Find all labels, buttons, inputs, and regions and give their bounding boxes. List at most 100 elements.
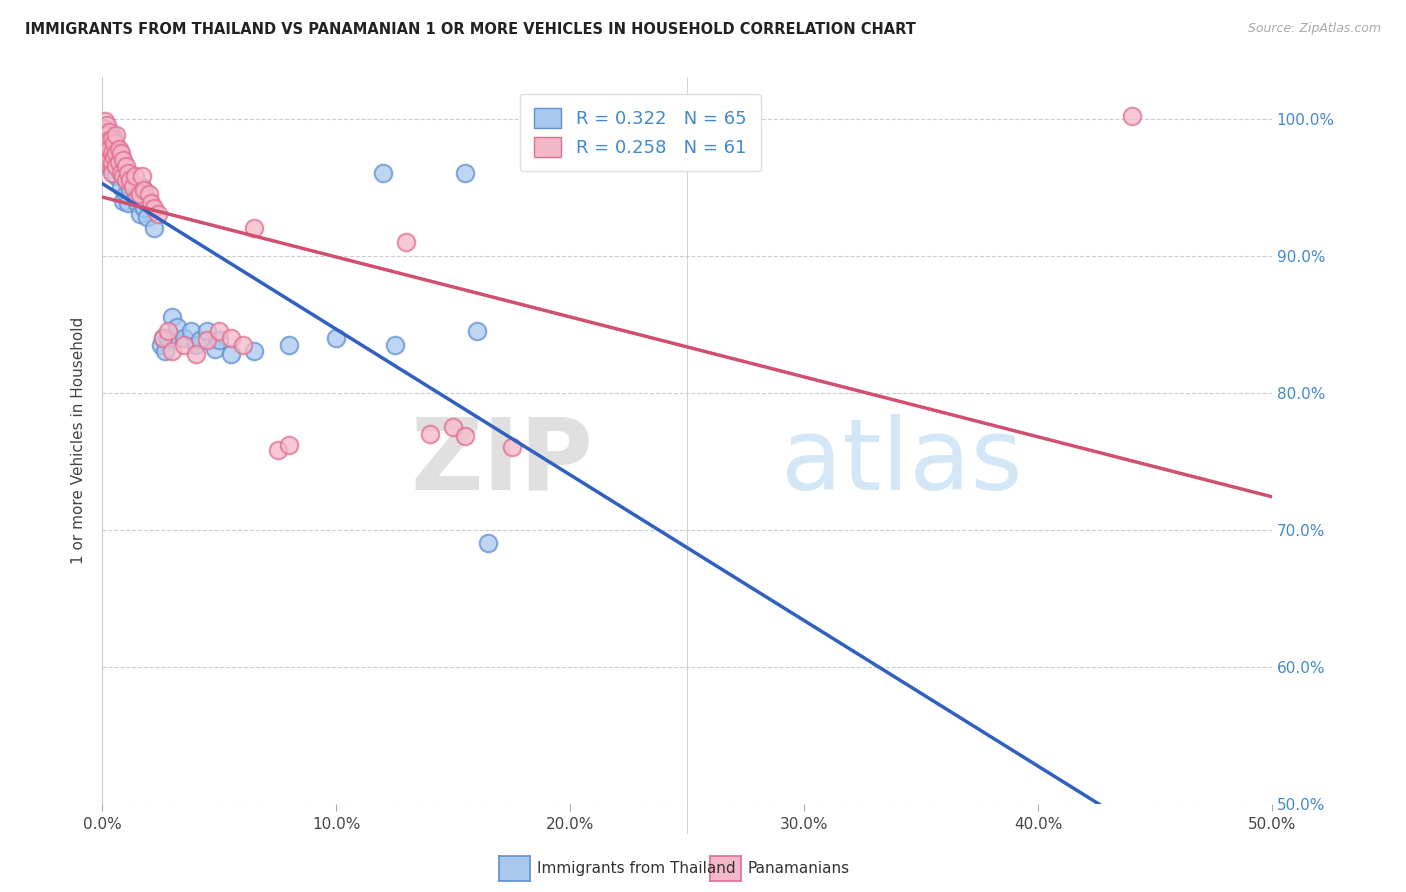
Point xyxy=(98,125,121,139)
Point xyxy=(93,132,115,146)
Point xyxy=(93,153,115,167)
Point xyxy=(96,153,118,167)
Point xyxy=(124,169,146,183)
Point xyxy=(93,142,115,156)
Point xyxy=(1121,109,1143,123)
Point xyxy=(173,337,195,351)
Text: Immigrants from Thailand: Immigrants from Thailand xyxy=(537,862,735,876)
Point xyxy=(110,180,132,194)
Point xyxy=(184,347,207,361)
Point xyxy=(127,191,149,205)
Point xyxy=(162,310,184,325)
Point xyxy=(384,337,406,351)
Point xyxy=(243,344,266,359)
Point xyxy=(184,337,207,351)
Point xyxy=(138,186,160,201)
Point xyxy=(128,207,150,221)
Point xyxy=(117,196,139,211)
Point xyxy=(152,331,174,345)
Point xyxy=(197,324,219,338)
Point xyxy=(142,201,165,215)
Point xyxy=(103,132,125,146)
Point xyxy=(112,153,135,167)
Point xyxy=(107,155,129,169)
Point xyxy=(208,334,231,348)
Point xyxy=(131,169,153,183)
Point xyxy=(131,180,153,194)
Point xyxy=(156,324,179,338)
Point xyxy=(219,347,242,361)
Point xyxy=(98,160,121,174)
Point xyxy=(96,145,118,160)
Point xyxy=(232,337,254,351)
Point xyxy=(134,183,156,197)
Point xyxy=(105,160,128,174)
Point xyxy=(152,331,174,345)
Point xyxy=(114,173,136,187)
Point xyxy=(441,419,464,434)
Point xyxy=(105,139,128,153)
Text: Panamanians: Panamanians xyxy=(748,862,851,876)
Point xyxy=(325,331,347,345)
Point xyxy=(166,319,188,334)
Point xyxy=(501,440,523,454)
Point xyxy=(103,136,125,151)
Text: ZIP: ZIP xyxy=(411,414,593,511)
Point xyxy=(105,128,128,142)
Point xyxy=(135,210,157,224)
Point xyxy=(371,166,394,180)
Point xyxy=(96,136,118,151)
Point xyxy=(266,443,288,458)
Point xyxy=(155,344,177,359)
Point xyxy=(100,132,122,146)
Point xyxy=(128,186,150,201)
Text: Source: ZipAtlas.com: Source: ZipAtlas.com xyxy=(1247,22,1381,36)
Text: IMMIGRANTS FROM THAILAND VS PANAMANIAN 1 OR MORE VEHICLES IN HOUSEHOLD CORRELATI: IMMIGRANTS FROM THAILAND VS PANAMANIAN 1… xyxy=(25,22,917,37)
Point xyxy=(395,235,418,249)
Point xyxy=(134,201,156,215)
Point xyxy=(98,142,121,156)
Point xyxy=(141,196,163,211)
Point xyxy=(114,173,136,187)
Point xyxy=(114,160,136,174)
Point xyxy=(100,166,122,180)
Point xyxy=(96,128,118,142)
Point xyxy=(110,166,132,180)
Point xyxy=(93,114,115,128)
Point xyxy=(112,155,135,169)
Point xyxy=(127,196,149,211)
Point xyxy=(112,194,135,208)
Point xyxy=(243,221,266,235)
Point xyxy=(103,150,125,164)
Point xyxy=(124,191,146,205)
Point xyxy=(105,169,128,183)
Point xyxy=(100,136,122,151)
Point xyxy=(98,132,121,146)
Point xyxy=(162,344,184,359)
Point xyxy=(93,125,115,139)
Point xyxy=(142,221,165,235)
Point xyxy=(110,166,132,180)
Point xyxy=(98,125,121,139)
Point xyxy=(96,119,118,133)
Point xyxy=(121,178,143,192)
Point xyxy=(96,128,118,142)
Point xyxy=(120,173,142,187)
Text: atlas: atlas xyxy=(780,414,1022,511)
Point xyxy=(100,145,122,160)
Point xyxy=(93,122,115,136)
Point xyxy=(103,166,125,180)
Point xyxy=(107,160,129,174)
Point xyxy=(100,128,122,142)
Point xyxy=(98,133,121,147)
Point xyxy=(465,324,488,338)
Point xyxy=(107,142,129,156)
Point xyxy=(93,145,115,160)
Point xyxy=(105,145,128,160)
Point xyxy=(117,166,139,180)
Point xyxy=(96,122,118,136)
Point xyxy=(204,342,226,356)
Point xyxy=(477,536,499,550)
Point xyxy=(117,166,139,180)
Point xyxy=(103,142,125,156)
